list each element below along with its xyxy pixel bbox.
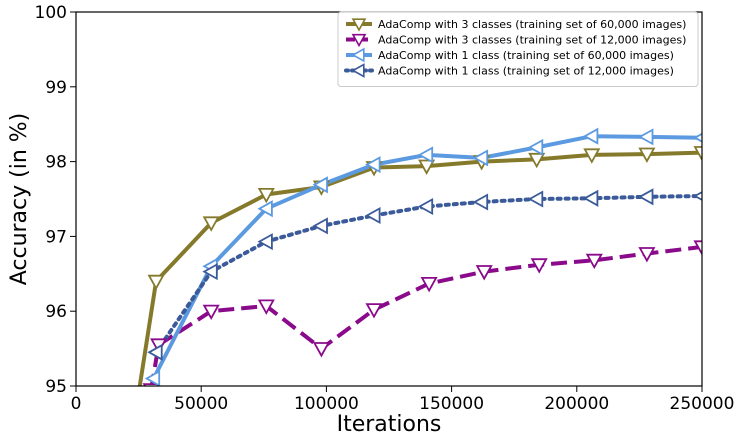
y-tick-label: 96 (45, 302, 67, 322)
data-point-s2-8 (475, 265, 493, 281)
data-point-s1-9 (528, 152, 546, 169)
data-point-s4-4 (312, 217, 328, 235)
legend-label: AdaComp with 3 classes (training set of … (378, 18, 686, 31)
data-point-s2-10 (585, 253, 603, 270)
data-point-s3-10 (638, 128, 654, 146)
legend-label: AdaComp with 1 class (training set of 12… (378, 65, 674, 78)
data-point-s3-7 (472, 149, 489, 167)
series-line-4 (154, 194, 702, 355)
x-tick-label: 250000 (670, 394, 735, 414)
y-tick-label: 95 (45, 377, 67, 397)
y-tick-label: 100 (35, 3, 67, 23)
data-point-s4-10 (638, 188, 654, 206)
data-point-s1-1 (132, 388, 146, 401)
data-point-s3-3 (257, 200, 273, 218)
data-point-s4-1 (147, 343, 163, 361)
data-point-s4-3 (257, 233, 273, 251)
legend-marker (351, 18, 367, 32)
x-axis-title: Iterations (337, 412, 442, 436)
x-tick-label: 150000 (419, 394, 484, 414)
y-tick-label: 97 (45, 227, 67, 247)
data-point-s2-5 (312, 342, 330, 358)
legend-marker (351, 63, 365, 78)
data-point-s1-12 (693, 146, 702, 162)
series-line-2 (149, 244, 702, 386)
data-point-s3-9 (582, 127, 599, 145)
data-point-s4-2 (202, 263, 218, 281)
data-point-s4-6 (417, 197, 434, 216)
x-tick-label: 50000 (174, 394, 228, 414)
data-point-s2-12 (693, 240, 702, 256)
data-point-s1-11 (638, 147, 656, 163)
data-point-s3-1 (144, 369, 161, 386)
x-axis-ticks: 0 50000 100000 150000 200000 250000 (71, 386, 735, 414)
data-point-s4-9 (582, 189, 599, 207)
data-point-s1-4 (257, 187, 275, 204)
data-point-s3-8 (527, 138, 544, 156)
data-point-s2-9 (530, 258, 548, 274)
data-point-s2-4 (257, 299, 275, 315)
data-point-s1-10 (583, 148, 601, 164)
legend-label: AdaComp with 3 classes (training set of … (378, 34, 686, 47)
data-point-s1-3 (202, 216, 220, 232)
y-axis-ticks: 95 96 97 98 99 100 (35, 3, 76, 397)
data-point-s3-6 (417, 146, 434, 164)
data-point-s4-11 (693, 191, 702, 201)
legend-marker (351, 33, 367, 48)
y-tick-label: 99 (45, 78, 67, 98)
data-point-s2-3 (202, 304, 220, 321)
data-point-s1-2 (147, 274, 165, 291)
data-point-s3-5 (365, 156, 381, 174)
data-point-s1-7 (418, 159, 436, 175)
y-tick-label: 98 (45, 153, 67, 173)
data-point-s4-7 (472, 193, 489, 211)
data-point-s4-8 (527, 190, 544, 208)
x-tick-label: 0 (71, 394, 82, 414)
legend: AdaComp with 3 classes (training set of … (337, 11, 699, 87)
legend-box (337, 11, 699, 87)
y-axis-title: Accuracy (in %) (7, 113, 32, 286)
marker-layer (132, 127, 702, 401)
data-point-s4-5 (365, 206, 381, 225)
x-tick-label: 100000 (294, 394, 359, 414)
data-point-s2-11 (638, 247, 656, 263)
legend-label: AdaComp with 1 class (training set of 60… (378, 49, 674, 62)
series-layer (137, 134, 702, 386)
data-point-s3-11 (693, 132, 702, 143)
legend-marker (351, 47, 365, 63)
x-tick-label: 200000 (544, 394, 609, 414)
series-line-1 (137, 150, 702, 386)
data-point-s2-7 (420, 276, 438, 293)
data-point-s3-4 (312, 176, 328, 194)
data-point-s2-6 (365, 303, 383, 319)
